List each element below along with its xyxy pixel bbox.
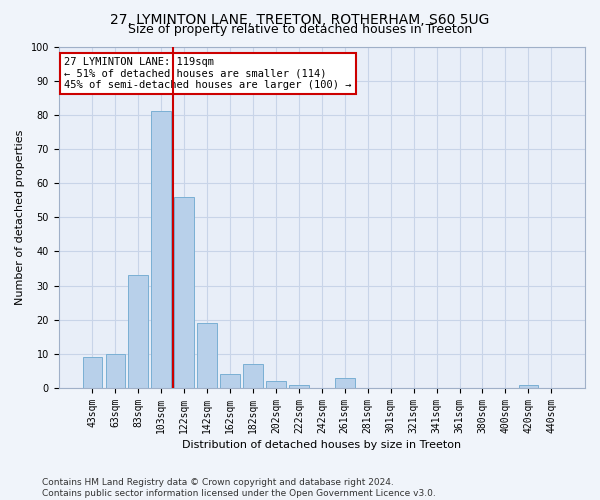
Bar	[289, 384, 308, 388]
Text: Contains HM Land Registry data © Crown copyright and database right 2024.
Contai: Contains HM Land Registry data © Crown c…	[42, 478, 436, 498]
Bar	[106, 354, 125, 388]
X-axis label: Distribution of detached houses by size in Treeton: Distribution of detached houses by size …	[182, 440, 461, 450]
Bar	[220, 374, 240, 388]
Bar	[518, 384, 538, 388]
Text: Size of property relative to detached houses in Treeton: Size of property relative to detached ho…	[128, 22, 472, 36]
Bar	[128, 276, 148, 388]
Bar	[83, 358, 102, 388]
Text: 27 LYMINTON LANE: 119sqm
← 51% of detached houses are smaller (114)
45% of semi-: 27 LYMINTON LANE: 119sqm ← 51% of detach…	[64, 56, 352, 90]
Bar	[175, 197, 194, 388]
Bar	[197, 323, 217, 388]
Y-axis label: Number of detached properties: Number of detached properties	[15, 130, 25, 305]
Bar	[243, 364, 263, 388]
Bar	[266, 382, 286, 388]
Bar	[335, 378, 355, 388]
Text: 27, LYMINTON LANE, TREETON, ROTHERHAM, S60 5UG: 27, LYMINTON LANE, TREETON, ROTHERHAM, S…	[110, 12, 490, 26]
Bar	[151, 112, 171, 388]
